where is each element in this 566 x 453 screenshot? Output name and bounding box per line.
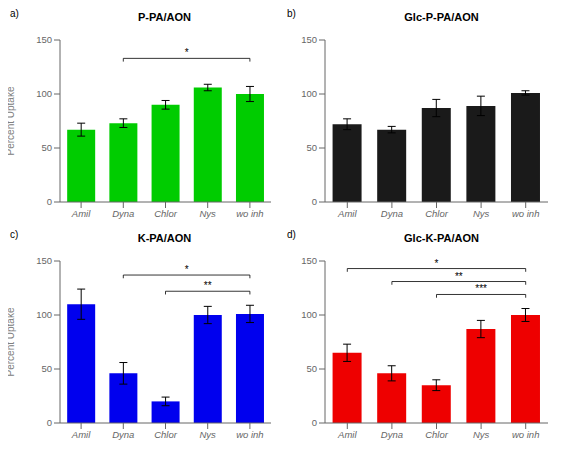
svg-text:Nys: Nys <box>473 428 490 439</box>
svg-text:**: ** <box>455 270 463 281</box>
svg-text:Chlor: Chlor <box>154 208 178 219</box>
svg-text:0: 0 <box>312 417 317 428</box>
svg-text:wo inh: wo inh <box>512 428 539 439</box>
svg-text:*: * <box>185 264 189 275</box>
html-text:P-PA/AON: P-PA/AON <box>138 11 191 23</box>
svg-text:100: 100 <box>301 88 317 99</box>
svg-text:*: * <box>185 47 189 58</box>
html-text:c): c) <box>10 228 19 240</box>
svg-text:Percent Uptake: Percent Uptake <box>8 86 16 155</box>
svg-text:*: * <box>435 257 439 268</box>
svg-text:Nys: Nys <box>200 428 217 439</box>
svg-text:wo inh: wo inh <box>512 208 539 219</box>
svg-text:Dyna: Dyna <box>112 208 134 219</box>
svg-text:150: 150 <box>301 255 317 266</box>
html-text:Glc-P-PA/AON: Glc-P-PA/AON <box>404 11 479 23</box>
svg-text:Amil: Amil <box>337 428 357 439</box>
svg-text:Percent Uptake: Percent Uptake <box>8 307 16 376</box>
svg-text:Chlor: Chlor <box>425 428 449 439</box>
svg-text:50: 50 <box>41 363 52 374</box>
svg-text:Amil: Amil <box>71 428 91 439</box>
svg-text:100: 100 <box>301 309 317 320</box>
svg-text:0: 0 <box>312 196 317 207</box>
svg-text:**: ** <box>204 280 212 291</box>
svg-text:Chlor: Chlor <box>425 208 449 219</box>
svg-text:50: 50 <box>306 142 317 153</box>
svg-text:Nys: Nys <box>200 208 217 219</box>
html-text:a): a) <box>10 8 19 19</box>
svg-text:Nys: Nys <box>473 208 490 219</box>
svg-text:Dyna: Dyna <box>112 428 134 439</box>
svg-text:50: 50 <box>41 142 52 153</box>
svg-text:0: 0 <box>47 417 52 428</box>
svg-text:50: 50 <box>306 363 317 374</box>
svg-text:150: 150 <box>301 34 317 45</box>
svg-text:Chlor: Chlor <box>154 428 178 439</box>
html-text:Glc-K-PA/AON: Glc-K-PA/AON <box>404 231 479 244</box>
svg-text:Amil: Amil <box>71 208 91 219</box>
svg-text:150: 150 <box>36 34 52 45</box>
svg-text:Dyna: Dyna <box>381 428 403 439</box>
html-text:b): b) <box>287 8 296 19</box>
svg-text:100: 100 <box>36 309 52 320</box>
svg-text:100: 100 <box>36 88 52 99</box>
svg-text:wo inh: wo inh <box>236 428 263 439</box>
svg-text:150: 150 <box>36 255 52 266</box>
svg-text:Dyna: Dyna <box>381 208 403 219</box>
svg-text:***: *** <box>475 283 487 294</box>
html-text:d): d) <box>287 228 296 240</box>
svg-text:0: 0 <box>47 196 52 207</box>
svg-text:Amil: Amil <box>337 208 357 219</box>
html-text:K-PA/AON: K-PA/AON <box>137 231 192 244</box>
svg-text:wo inh: wo inh <box>236 208 263 219</box>
